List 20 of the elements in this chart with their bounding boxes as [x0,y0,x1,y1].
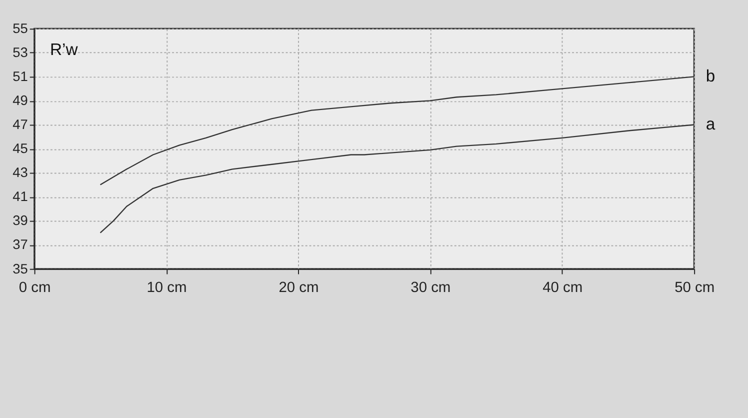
series-label: a [706,114,716,134]
x-tick-label: 40 cm [542,280,583,296]
y-tick-label: 43 [12,165,28,180]
x-tick-label: 30 cm [410,280,451,296]
x-tick-label: 20 cm [278,280,319,296]
y-tick-label: 47 [12,117,28,132]
y-tick-label: 39 [12,213,28,228]
y-tick-label: 51 [12,69,28,84]
y-tick-label: 45 [12,141,28,156]
y-tick-label: 41 [12,189,28,204]
y-axis-title: R’w [50,40,79,60]
x-tick-label: 0 cm [18,280,51,296]
x-tick-label: 10 cm [146,280,187,296]
series-label: b [706,66,716,86]
y-tick-label: 49 [12,93,28,108]
y-tick-label: 37 [12,237,28,252]
y-tick-label: 55 [12,21,28,36]
x-tick-label: 50 cm [674,280,715,296]
y-tick-label: 35 [12,261,28,276]
y-tick-label: 53 [12,45,28,60]
